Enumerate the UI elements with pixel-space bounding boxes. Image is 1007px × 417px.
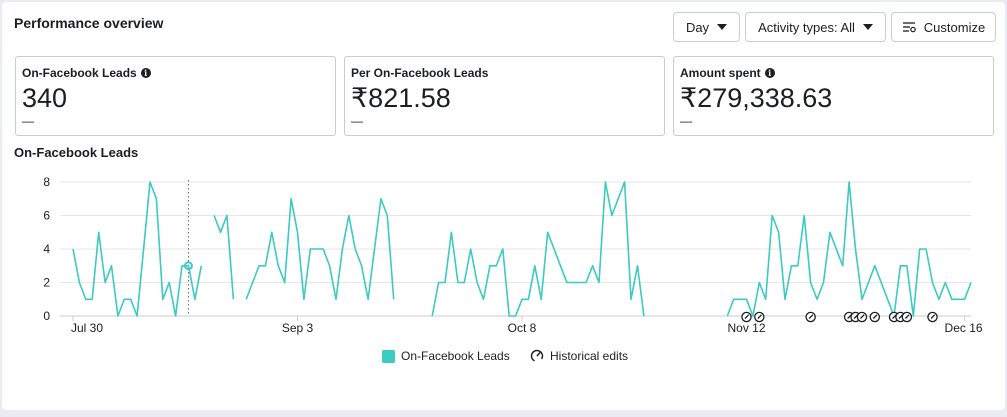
gauge-icon	[530, 349, 544, 363]
y-tick-label: 4	[43, 242, 50, 256]
series-line	[72, 181, 203, 317]
legend-series-label: On-Facebook Leads	[401, 349, 510, 363]
day-dropdown[interactable]: Day	[673, 12, 740, 42]
y-tick-label: 2	[43, 276, 50, 290]
info-icon[interactable]: i	[764, 68, 775, 78]
historical-edit-icon	[754, 311, 765, 323]
x-tick-label: Dec 16	[945, 321, 983, 335]
chart-title: On-Facebook Leads	[14, 145, 139, 160]
customize-icon	[902, 22, 916, 33]
y-tick-label: 6	[43, 209, 50, 223]
historical-edit-icon	[901, 311, 913, 323]
customize-button[interactable]: Customize	[891, 12, 996, 42]
metric-label: Amount spent	[680, 66, 761, 80]
metric-card-cost-per-lead[interactable]: Per On-Facebook Leads ₹821.58 —	[344, 56, 665, 136]
x-tick-label: Oct 8	[508, 321, 537, 335]
metric-card-leads[interactable]: On-Facebook Leads i 340 —	[15, 56, 336, 136]
activity-types-dropdown[interactable]: Activity types: All	[745, 12, 886, 42]
caret-down-icon	[717, 24, 728, 30]
y-axis-ticks: 0 2 4 6 8	[43, 175, 50, 323]
metric-label: Per On-Facebook Leads	[351, 66, 489, 80]
activity-types-label: Activity types: All	[758, 19, 855, 35]
x-tick-label: Nov 12	[727, 321, 765, 335]
metric-label: On-Facebook Leads	[22, 66, 137, 80]
y-tick-label: 8	[43, 175, 50, 189]
legend-historical-edits[interactable]: Historical edits	[530, 349, 628, 363]
caret-down-icon	[862, 24, 873, 30]
metric-value: ₹821.58	[351, 83, 451, 113]
metric-comparison: —	[351, 114, 363, 128]
legend-series[interactable]: On-Facebook Leads	[382, 349, 510, 363]
metric-comparison: —	[22, 114, 34, 128]
page-title: Performance overview	[14, 15, 164, 31]
historical-edit-icon	[805, 311, 816, 323]
hover-marker	[183, 180, 193, 316]
x-tick-label: Sep 3	[282, 321, 314, 335]
x-axis-ticks: Jul 30 Sep 3 Oct 8 Nov 12 Dec 16	[71, 316, 983, 335]
info-icon[interactable]: i	[140, 68, 151, 78]
historical-edits[interactable]	[741, 311, 938, 323]
day-dropdown-label: Day	[685, 19, 710, 35]
series-line	[726, 181, 972, 317]
legend-edits-label: Historical edits	[550, 349, 629, 363]
series-line	[245, 198, 395, 301]
legend-swatch	[382, 349, 395, 363]
x-tick-label: Jul 30	[71, 321, 103, 335]
series-lines	[72, 181, 972, 317]
chart-grid	[60, 181, 971, 317]
metric-value: ₹279,338.63	[680, 83, 833, 113]
historical-edit-icon	[869, 311, 881, 323]
historical-edit-icon	[927, 311, 938, 323]
metric-value: 340	[22, 83, 68, 113]
customize-label: Customize	[923, 19, 986, 35]
y-tick-label: 0	[43, 309, 50, 323]
historical-edit-icon	[856, 311, 868, 323]
series-line	[213, 214, 235, 300]
series-line	[431, 181, 645, 317]
metric-card-amount-spent[interactable]: Amount spent i ₹279,338.63 —	[673, 56, 994, 136]
historical-edit-icon	[741, 311, 752, 323]
metric-comparison: —	[680, 114, 692, 128]
